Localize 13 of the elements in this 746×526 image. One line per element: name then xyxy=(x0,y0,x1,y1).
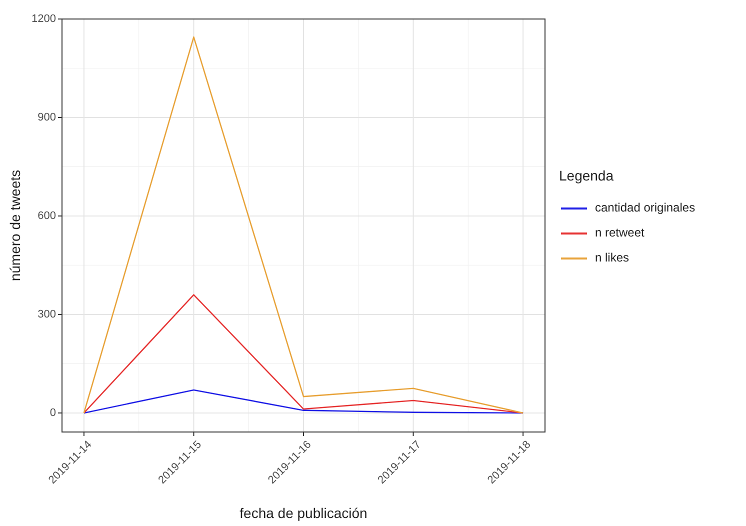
legend-label: n retweet xyxy=(595,226,646,240)
line-series xyxy=(83,36,524,414)
legend-title: Legenda xyxy=(559,168,614,184)
x-axis-title: fecha de publicación xyxy=(240,505,368,521)
line-series xyxy=(83,294,524,414)
y-axis-title: número de tweets xyxy=(7,170,23,282)
y-tick-label: 0 xyxy=(50,406,56,419)
y-tick-label: 900 xyxy=(38,111,56,124)
legend-label: n likes xyxy=(595,250,630,265)
y-tick-label: 600 xyxy=(38,210,56,222)
legend-label: cantidad originales xyxy=(595,200,696,215)
y-tick-label: 300 xyxy=(38,308,56,320)
y-tick-label: 1200 xyxy=(32,12,56,25)
